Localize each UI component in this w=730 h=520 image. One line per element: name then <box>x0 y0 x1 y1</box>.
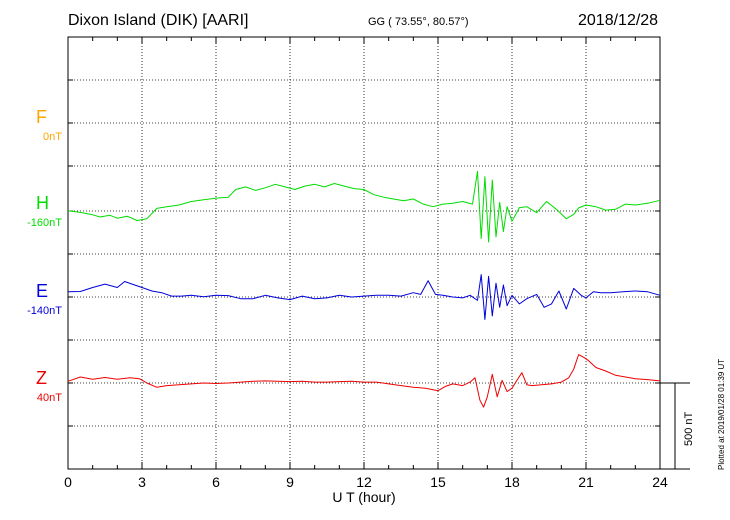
axis-ticks: 0 3 6 9 12 15 18 21 24 <box>64 36 668 490</box>
component-e-letter: E <box>36 281 49 301</box>
component-f-letter: F <box>36 107 47 127</box>
station-title: Dixon Island (DIK) [AARI] <box>68 12 249 29</box>
x-tick-label: 9 <box>286 474 294 490</box>
x-tick-label: 15 <box>430 474 446 490</box>
scale-bar-label: 500 nT <box>683 411 695 446</box>
series-layer <box>67 170 661 408</box>
x-tick-label: 6 <box>212 474 220 490</box>
date-label: 2018/12/28 <box>578 12 659 29</box>
series-h-line <box>67 170 661 243</box>
series-e-line <box>67 274 661 320</box>
plotted-at-note: Plotted at 2019/01/28 01:39 UT <box>717 359 726 470</box>
x-tick-label: 12 <box>356 474 372 490</box>
component-e-offset: -140nT <box>27 305 62 317</box>
component-h-offset: -160nT <box>27 217 62 229</box>
component-z-offset: 40nT <box>36 392 62 404</box>
component-f-offset: 0nT <box>43 131 62 143</box>
series-z-line <box>67 354 661 408</box>
component-h-letter: H <box>36 193 49 213</box>
coordinates-label: GG ( 73.55°, 80.57°) <box>368 16 469 28</box>
grid-lines <box>68 37 660 469</box>
x-axis-title: U T (hour) <box>332 489 395 505</box>
x-tick-label: 3 <box>138 474 146 490</box>
x-tick-label: 21 <box>578 474 594 490</box>
x-tick-label: 0 <box>64 474 72 490</box>
scale-bar: 500 nT <box>660 382 695 470</box>
x-tick-label: 18 <box>504 474 520 490</box>
component-z-letter: Z <box>36 368 47 388</box>
x-tick-label: 24 <box>652 474 668 490</box>
